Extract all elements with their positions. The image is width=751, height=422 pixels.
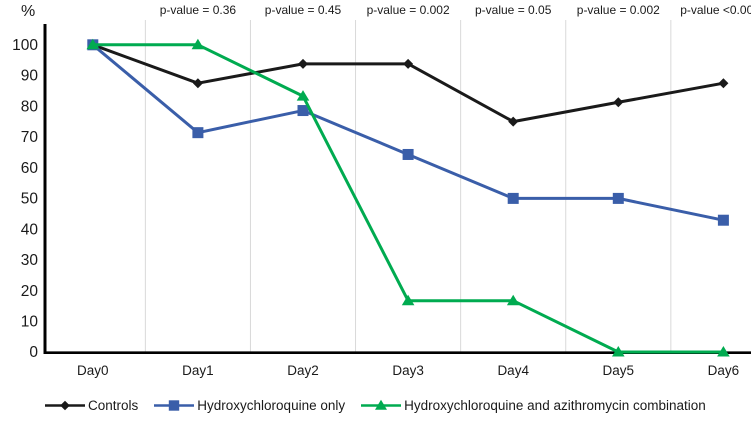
- y-tick-label: 30: [21, 252, 39, 269]
- y-axis-unit-label: %: [21, 3, 36, 20]
- series-hcq-az-combo: [86, 38, 730, 357]
- series-marker-triangle: [612, 346, 625, 357]
- x-category-label: Day6: [708, 363, 740, 378]
- series-marker-diamond: [60, 400, 70, 411]
- series-marker-triangle: [717, 346, 730, 357]
- series-line-controls: [92, 43, 724, 124]
- legend-marker-square-icon: [154, 400, 195, 411]
- series-marker-square: [402, 148, 414, 160]
- p-value-annotation: p-value = 0.36: [160, 3, 237, 17]
- y-tick-label: 10: [21, 313, 39, 330]
- series-marker-square: [297, 105, 309, 117]
- series-marker-diamond: [718, 78, 729, 89]
- y-tick-label: 0: [29, 344, 38, 361]
- p-value-annotation: p-value = 0.002: [367, 3, 450, 17]
- p-value-annotation: p-value = 0.05: [475, 3, 552, 17]
- y-tick-label: 90: [21, 68, 39, 85]
- series-marker-square: [507, 192, 519, 204]
- x-category-label: Day1: [182, 363, 214, 378]
- series-marker-square: [612, 192, 624, 204]
- series-marker-triangle: [296, 90, 310, 101]
- legend-item-controls: Controls: [44, 398, 138, 413]
- series-controls: [87, 39, 729, 127]
- y-tick-label: 100: [12, 37, 38, 54]
- p-value-annotation: p-value = 0.002: [577, 3, 660, 17]
- x-category-label: Day4: [497, 363, 529, 378]
- legend-label-hcq-az-combo: Hydroxychloroquine and azithromycin comb…: [404, 398, 706, 413]
- chart-legend: Controls Hydroxychloroquine only Hydroxych…: [44, 398, 706, 413]
- x-category-label: Day5: [603, 363, 635, 378]
- series-marker-diamond: [192, 78, 203, 89]
- legend-label-controls: Controls: [88, 398, 139, 413]
- series-marker-triangle: [86, 38, 100, 50]
- series-marker-triangle: [375, 399, 388, 410]
- x-category-label: Day2: [287, 363, 319, 378]
- y-tick-label: 80: [21, 98, 39, 115]
- series-marker-square: [717, 214, 729, 226]
- series-marker-square: [192, 127, 204, 139]
- series-marker-diamond: [403, 58, 414, 69]
- legend-label-hcq-only: Hydroxychloroquine only: [197, 398, 346, 413]
- legend-item-hcq-only: Hydroxychloroquine only: [153, 398, 345, 413]
- series-line-hcq-az-combo: [92, 43, 724, 354]
- p-value-annotation: p-value = 0.45: [265, 3, 342, 17]
- series-marker-triangle: [506, 294, 520, 306]
- y-tick-label: 40: [21, 221, 39, 238]
- series-marker-triangle: [191, 38, 205, 50]
- series-marker-diamond: [298, 58, 308, 69]
- p-value-annotation: p-value <0.0001: [680, 3, 751, 17]
- legend-marker-diamond-icon: [45, 400, 85, 411]
- x-category-label: Day3: [392, 363, 424, 378]
- x-category-label: Day0: [77, 363, 109, 378]
- y-tick-label: 60: [21, 160, 39, 177]
- series-marker-diamond: [613, 97, 624, 108]
- series-marker-triangle: [401, 294, 415, 306]
- series-line-hcq-only: [91, 43, 724, 222]
- legend-marker-triangle-icon: [361, 399, 402, 410]
- series-marker-square: [169, 400, 180, 411]
- y-tick-label: 50: [21, 191, 39, 208]
- series-marker-diamond: [508, 116, 519, 127]
- y-tick-label: 70: [21, 129, 39, 146]
- legend-item-hcq-az-combo: Hydroxychloroquine and azithromycin comb…: [360, 398, 706, 413]
- y-tick-label: 20: [21, 283, 39, 300]
